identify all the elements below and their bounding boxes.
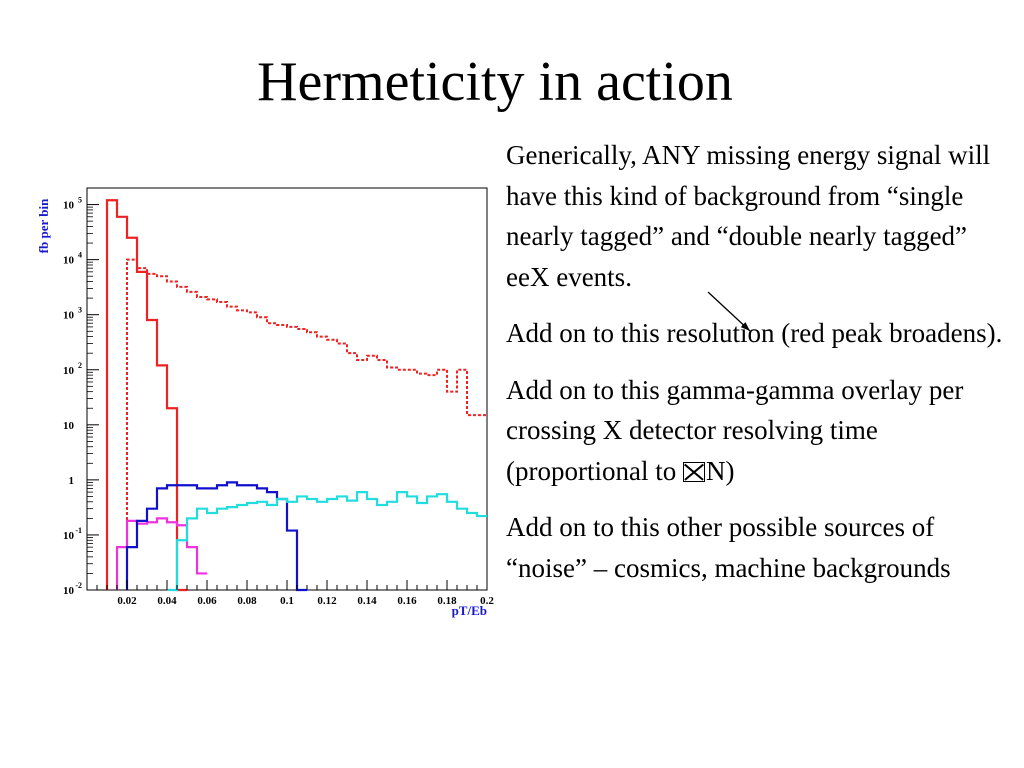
bullet-2: Add on to this resolution (red peak broa… — [506, 318, 1003, 348]
x-tick-label: 0.16 — [397, 595, 417, 607]
y-tick-label: 1 — [69, 475, 75, 487]
series-4-line — [125, 481, 307, 592]
x-tick-label: 0.18 — [437, 595, 457, 607]
y-tick-exponent: 3 — [78, 306, 82, 315]
series-layer — [105, 199, 487, 592]
y-tick-label: 10 — [63, 255, 75, 267]
y-tick-label: 10 — [63, 365, 75, 377]
label-layer: 0.02 0.04 0.06 0.08 0.1 0.12 0.14 0.16 0.18 0.2 10… — [36, 196, 494, 618]
annotation-arrow-head — [740, 322, 750, 331]
y-tick-label: 10 — [63, 585, 75, 597]
x-tick-label: 0.02 — [117, 595, 137, 607]
series-5-line — [167, 490, 487, 592]
y-tick-exponent: 4 — [78, 251, 82, 260]
x-tick-label: 0.14 — [357, 595, 377, 607]
y-tick-label: 10 — [63, 420, 75, 432]
x-tick-label: 0.04 — [157, 595, 177, 607]
y-tick-exponent: -2 — [75, 581, 82, 590]
y-tick-label: 10 — [63, 200, 75, 212]
y-tick-exponent: 5 — [78, 196, 82, 205]
slide-title: Hermeticity in action — [257, 51, 733, 113]
bullet-3: Add on to this gamma-gamma overlay per c… — [506, 370, 1006, 492]
x-tick-label: 0.2 — [480, 595, 494, 607]
y-tick-label: 10 — [63, 310, 75, 322]
boxed-x-icon — [682, 461, 705, 482]
y-tick-label: 10 — [63, 530, 75, 542]
bullet-3-post: N) — [705, 455, 735, 486]
x-tick-label: 0.12 — [317, 595, 337, 607]
x-tick-label: 0.08 — [237, 595, 257, 607]
series-1-line — [105, 199, 187, 592]
x-tick-label: 0.1 — [280, 595, 294, 607]
y-tick-exponent: -1 — [75, 526, 82, 535]
series-3-line — [115, 517, 207, 590]
bullet-3-pre: Add on to this gamma-gamma overlay per c… — [506, 374, 964, 486]
x-axis-label: pT/Eb — [452, 603, 487, 618]
axis-layer — [86, 204, 488, 591]
y-tick-exponent: 2 — [78, 361, 82, 370]
bullet-4: Add on to this other possible sources of… — [506, 512, 951, 583]
series-2-line — [126, 258, 487, 590]
bullet-1: Generically, ANY missing energy signal w… — [506, 140, 991, 292]
annotation-arrow-line — [707, 291, 751, 332]
x-tick-label: 0.06 — [197, 595, 217, 607]
annotation-layer — [707, 291, 751, 332]
bullet-list: Generically, ANY missing energy signal w… — [506, 135, 1006, 604]
y-axis-label: fb per bin — [36, 198, 51, 253]
